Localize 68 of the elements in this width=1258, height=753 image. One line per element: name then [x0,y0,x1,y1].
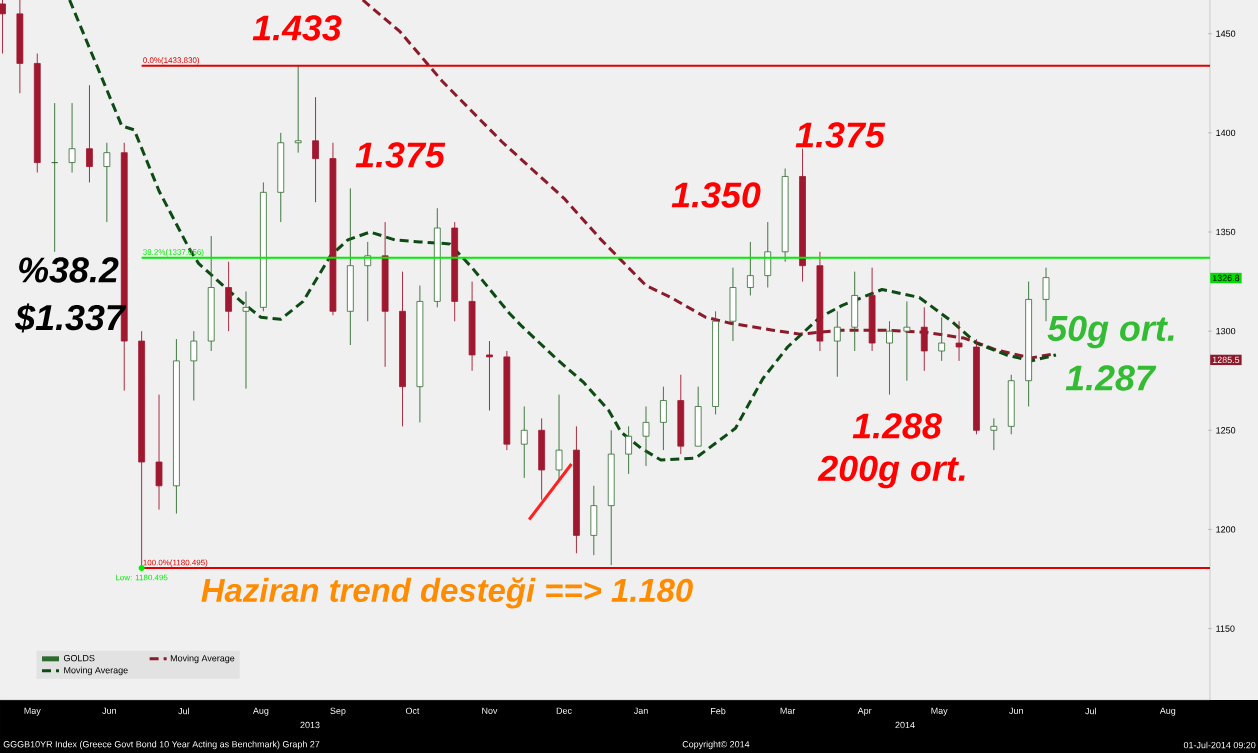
candlestick [190,330,198,401]
candlestick [225,261,232,332]
annotation: 1.287 [1065,365,1157,391]
candlestick [294,65,302,154]
x-tick-label: Sep [330,707,346,716]
candlestick [242,291,250,390]
candlestick [660,386,667,451]
candlestick [555,394,563,481]
annotation: 1.375 [355,142,446,168]
text: GGGB10YR Index (Greece Govt Bond 10 Year Acting as Benchmark) Graph 27 [3,740,320,750]
x-tick-label: Feb [711,707,726,715]
annotation: 50g ort. [1047,315,1174,349]
x-tick-label: May [931,707,948,716]
y-tick-label: 1300 [1216,327,1236,335]
annotation: 1.433 [252,15,342,41]
y-tick-label: 1250 [1216,427,1236,434]
legend-label: GOLDS [63,654,95,662]
text: Copyright© 2014 [682,740,750,750]
annotation: 1.350 [671,182,761,208]
text: 01-Jul-2014 09:20 [1183,741,1256,749]
y-tick-label: 1400 [1216,129,1236,137]
x-tick-label: Jul [1085,707,1096,715]
candlestick [642,406,650,467]
x-tick-label: May [24,707,41,716]
annotation: 1326.8 [1212,274,1240,282]
candlestick [920,306,928,372]
candlestick [903,300,911,382]
y-tick-label: 1200 [1216,526,1236,533]
candlestick [155,394,163,511]
y-tick-label: 1350 [1216,228,1236,236]
candlestick [86,84,93,183]
x-tick-label: Jul [178,707,189,715]
annotation: 200g ort. [817,455,965,489]
x-tick-label: Mar [780,707,796,714]
legend-label: Moving Average [64,666,128,676]
candlestick [764,221,772,288]
x-tick-label: Oct [405,707,420,714]
candlestick [68,102,76,173]
x-tick-label: Aug [1159,707,1176,716]
y-tick-label: 1150 [1216,625,1235,632]
candlestick [0,0,6,54]
text: 2014 [895,721,915,729]
legend-label: Moving Average [170,654,235,664]
x-tick-label: Jun [1009,707,1023,714]
annotation: %38.2 [19,257,119,283]
x-tick-label: Dec [556,707,572,714]
candlestick [833,310,841,378]
candlestick [990,417,998,451]
annotation: 1.288 [852,413,942,439]
candlestick [625,425,632,475]
candlestick [746,241,754,296]
candlestick [886,320,893,396]
x-tick-label: Apr [857,707,872,716]
candlestick [955,320,963,362]
x-tick-label: Jan [633,707,648,714]
annotation: 1.375 [795,122,886,148]
candlestick [520,406,528,479]
x-tick-label: Nov [482,707,498,714]
y-tick-label: 1450 [1216,30,1236,37]
candlestick [103,142,111,223]
candlestick [486,340,493,411]
candlestick [938,316,946,362]
text: 2013 [300,721,320,729]
annotation: Haziran trend desteği ==> 1.180 [201,577,693,609]
x-tick-label: Aug [252,707,269,716]
annotation: 1285.5 [1212,356,1240,364]
x-tick-label: Jun [102,707,116,714]
candlestick [312,96,319,203]
